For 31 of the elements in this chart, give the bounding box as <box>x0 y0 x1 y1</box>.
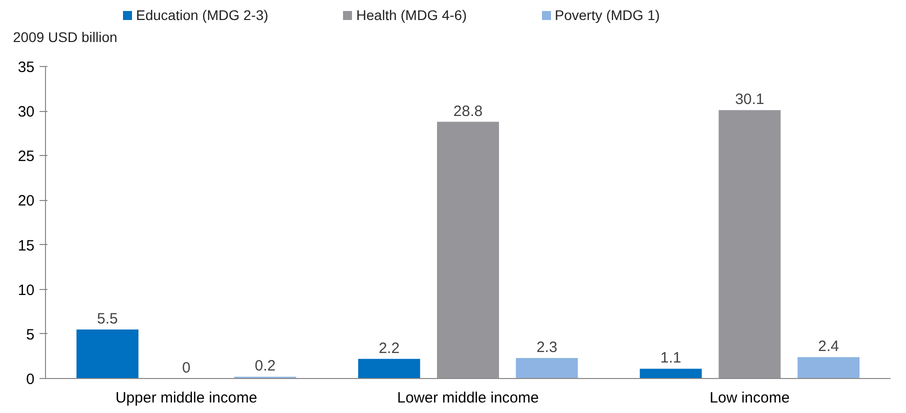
x-tick-label: Low income <box>710 390 790 406</box>
y-tick-label: 35 <box>18 59 35 76</box>
bar <box>358 358 420 378</box>
bar <box>718 110 781 378</box>
data-label: 2.4 <box>818 338 839 356</box>
x-tick-label: Upper middle income <box>115 390 258 406</box>
y-tick-label: 25 <box>18 148 35 166</box>
data-label: 28.8 <box>453 102 483 120</box>
data-label: 0 <box>182 360 191 376</box>
data-label: 2.3 <box>536 338 558 356</box>
y-tick-label: 0 <box>26 371 34 388</box>
y-axis-title: 2009 USD billion <box>12 28 118 47</box>
bar <box>437 122 499 378</box>
legend-label: Poverty (MDG 1) <box>554 7 660 23</box>
bar <box>76 329 138 378</box>
bar <box>798 357 860 378</box>
y-tick-label: 5 <box>26 326 34 344</box>
data-label: 0.2 <box>254 358 276 375</box>
data-label: 5.5 <box>97 310 118 328</box>
x-tick-label: Lower middle income <box>397 390 539 406</box>
data-label: 30.1 <box>735 91 764 108</box>
bar <box>516 358 578 378</box>
bar <box>640 368 702 378</box>
y-tick-label: 20 <box>18 192 35 210</box>
y-tick-label: 10 <box>18 282 35 299</box>
legend-label: Education (MDG 2-3) <box>135 7 268 23</box>
legend-label: Health (MDG 4-6) <box>355 7 467 23</box>
y-tick-label: 15 <box>18 237 35 254</box>
data-label: 1.1 <box>660 350 682 367</box>
y-tick-label: 30 <box>18 104 35 121</box>
data-label: 2.2 <box>378 340 400 357</box>
